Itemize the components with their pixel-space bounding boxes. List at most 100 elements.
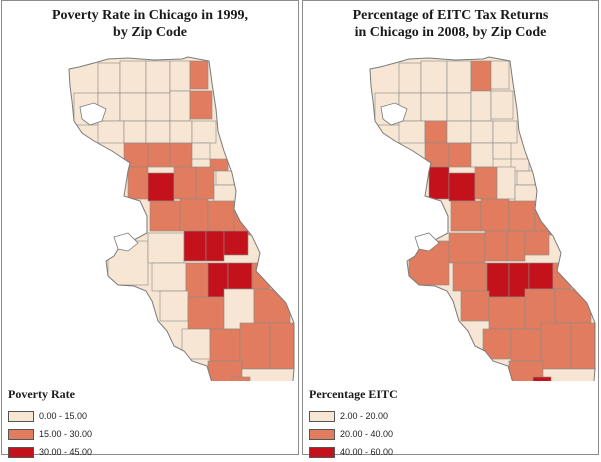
zip-area-high bbox=[486, 262, 510, 298]
airport-cutout bbox=[79, 102, 107, 126]
legend-item: 15.00 - 30.00 bbox=[8, 426, 92, 442]
zip-area-mid bbox=[452, 262, 488, 292]
zip-area-mid bbox=[149, 200, 181, 232]
zip-area-mid bbox=[424, 120, 448, 144]
zip-area-low bbox=[446, 60, 472, 94]
zip-area-low bbox=[145, 92, 171, 122]
legend-item: 40.00 - 60.00 bbox=[309, 444, 398, 460]
legend-label: 30.00 - 45.00 bbox=[39, 447, 93, 457]
water-cutout bbox=[414, 232, 440, 252]
map-title-line-1: Percentage of EITC Tax Returns bbox=[352, 8, 549, 23]
zip-area-mid bbox=[448, 142, 472, 168]
zip-area-low bbox=[97, 62, 121, 94]
legend-swatch-mid bbox=[309, 428, 335, 440]
zip-area-low bbox=[398, 62, 422, 94]
zip-area-mid bbox=[524, 288, 556, 330]
zip-area-high bbox=[223, 230, 249, 256]
zip-code-areas bbox=[69, 57, 294, 381]
zip-area-mid bbox=[269, 322, 294, 370]
zip-area-mid bbox=[540, 322, 572, 370]
zip-area-mid bbox=[179, 198, 209, 232]
zip-area-mid bbox=[169, 142, 193, 168]
zip-area-high bbox=[227, 262, 253, 290]
legend-item: 2.00 - 20.00 bbox=[309, 408, 398, 424]
zip-area-mid bbox=[123, 142, 149, 168]
zip-area-mid bbox=[189, 60, 209, 90]
map-title-line-1: Poverty Rate in Chicago in 1999, bbox=[52, 8, 248, 23]
zip-area-low bbox=[191, 142, 211, 160]
zip-area-low bbox=[470, 120, 494, 144]
zip-area-high bbox=[147, 172, 175, 202]
zip-area-low bbox=[119, 60, 147, 94]
zip-area-low bbox=[492, 120, 518, 144]
zip-area-low bbox=[123, 120, 147, 144]
zip-area-mid bbox=[231, 376, 251, 381]
zip-area-mid bbox=[239, 322, 271, 370]
zip-area-low bbox=[470, 142, 494, 168]
zip-area-mid bbox=[480, 198, 510, 232]
zip-area-mid bbox=[207, 200, 235, 232]
eitc-map-panel: Percentage of EITC Tax Returns in Chicag… bbox=[302, 0, 599, 458]
eitc-choropleth-map bbox=[369, 56, 596, 381]
legend-swatch-low bbox=[309, 410, 335, 422]
zip-area-high bbox=[532, 376, 552, 381]
zip-area-mid bbox=[450, 200, 482, 232]
poverty-map-panel: Poverty Rate in Chicago in 1999, by Zip … bbox=[1, 0, 299, 458]
legend-item: 20.00 - 40.00 bbox=[309, 426, 398, 442]
zip-area-mid bbox=[570, 322, 595, 370]
zip-area-mid bbox=[488, 296, 526, 330]
zip-area-low bbox=[169, 60, 191, 92]
zip-area-low bbox=[420, 60, 448, 94]
zip-area-low bbox=[241, 368, 294, 381]
zip-area-mid bbox=[460, 290, 490, 322]
zip-area-low bbox=[215, 170, 235, 186]
zip-area-low bbox=[145, 60, 171, 94]
map-legend: Poverty Rate 0.00 - 15.00 15.00 - 30.00 … bbox=[8, 387, 92, 462]
zip-area-low bbox=[490, 90, 514, 120]
legend-label: 20.00 - 40.00 bbox=[340, 429, 394, 439]
city-boundary bbox=[369, 56, 596, 381]
zip-area-mid bbox=[484, 230, 508, 262]
zip-area-mid bbox=[189, 90, 213, 120]
legend-swatch-high bbox=[8, 446, 34, 458]
zip-area-mid bbox=[127, 166, 149, 200]
zip-area-mid bbox=[185, 262, 209, 298]
map-title: Percentage of EITC Tax Returns in Chicag… bbox=[303, 7, 598, 41]
zip-area-low bbox=[191, 120, 217, 144]
zip-area-high bbox=[448, 172, 476, 202]
zip-area-mid bbox=[253, 288, 291, 324]
legend-label: 15.00 - 30.00 bbox=[39, 429, 93, 439]
poverty-choropleth-map bbox=[68, 56, 295, 381]
zip-area-mid bbox=[554, 288, 592, 324]
zip-area-low bbox=[223, 288, 255, 330]
legend-swatch-mid bbox=[8, 428, 34, 440]
zip-area-mid bbox=[195, 166, 215, 200]
zip-area-mid bbox=[470, 60, 492, 92]
map-title-line-2: in Chicago in 2008, by Zip Code bbox=[354, 25, 547, 40]
zip-area-mid bbox=[474, 166, 498, 200]
zip-area-high bbox=[528, 262, 554, 290]
zip-area-low bbox=[398, 120, 426, 144]
zip-area-mid bbox=[506, 230, 526, 262]
zip-area-low bbox=[516, 170, 536, 186]
airport-cutout bbox=[380, 102, 408, 126]
legend-item: 30.00 - 45.00 bbox=[8, 444, 92, 460]
zip-area-low bbox=[470, 90, 492, 122]
zip-area-high bbox=[183, 230, 207, 262]
zip-area-low bbox=[151, 262, 187, 292]
zip-area-low bbox=[542, 368, 595, 381]
map-legend: Percentage EITC 2.00 - 20.00 20.00 - 40.… bbox=[309, 387, 398, 462]
legend-item: 0.00 - 15.00 bbox=[8, 408, 92, 424]
map-title-line-2: by Zip Code bbox=[113, 25, 187, 40]
zip-area-mid bbox=[173, 166, 197, 200]
zip-area-low bbox=[420, 92, 448, 122]
zip-area-high bbox=[205, 230, 225, 262]
map-title: Poverty Rate in Chicago in 1999, by Zip … bbox=[2, 7, 298, 41]
zip-area-low bbox=[169, 90, 191, 122]
zip-area-mid bbox=[448, 232, 486, 264]
zip-area-low bbox=[446, 92, 472, 122]
zip-area-mid bbox=[209, 328, 241, 362]
zip-area-low bbox=[119, 92, 147, 122]
zip-area-mid bbox=[524, 230, 550, 256]
zip-code-areas bbox=[370, 57, 595, 381]
